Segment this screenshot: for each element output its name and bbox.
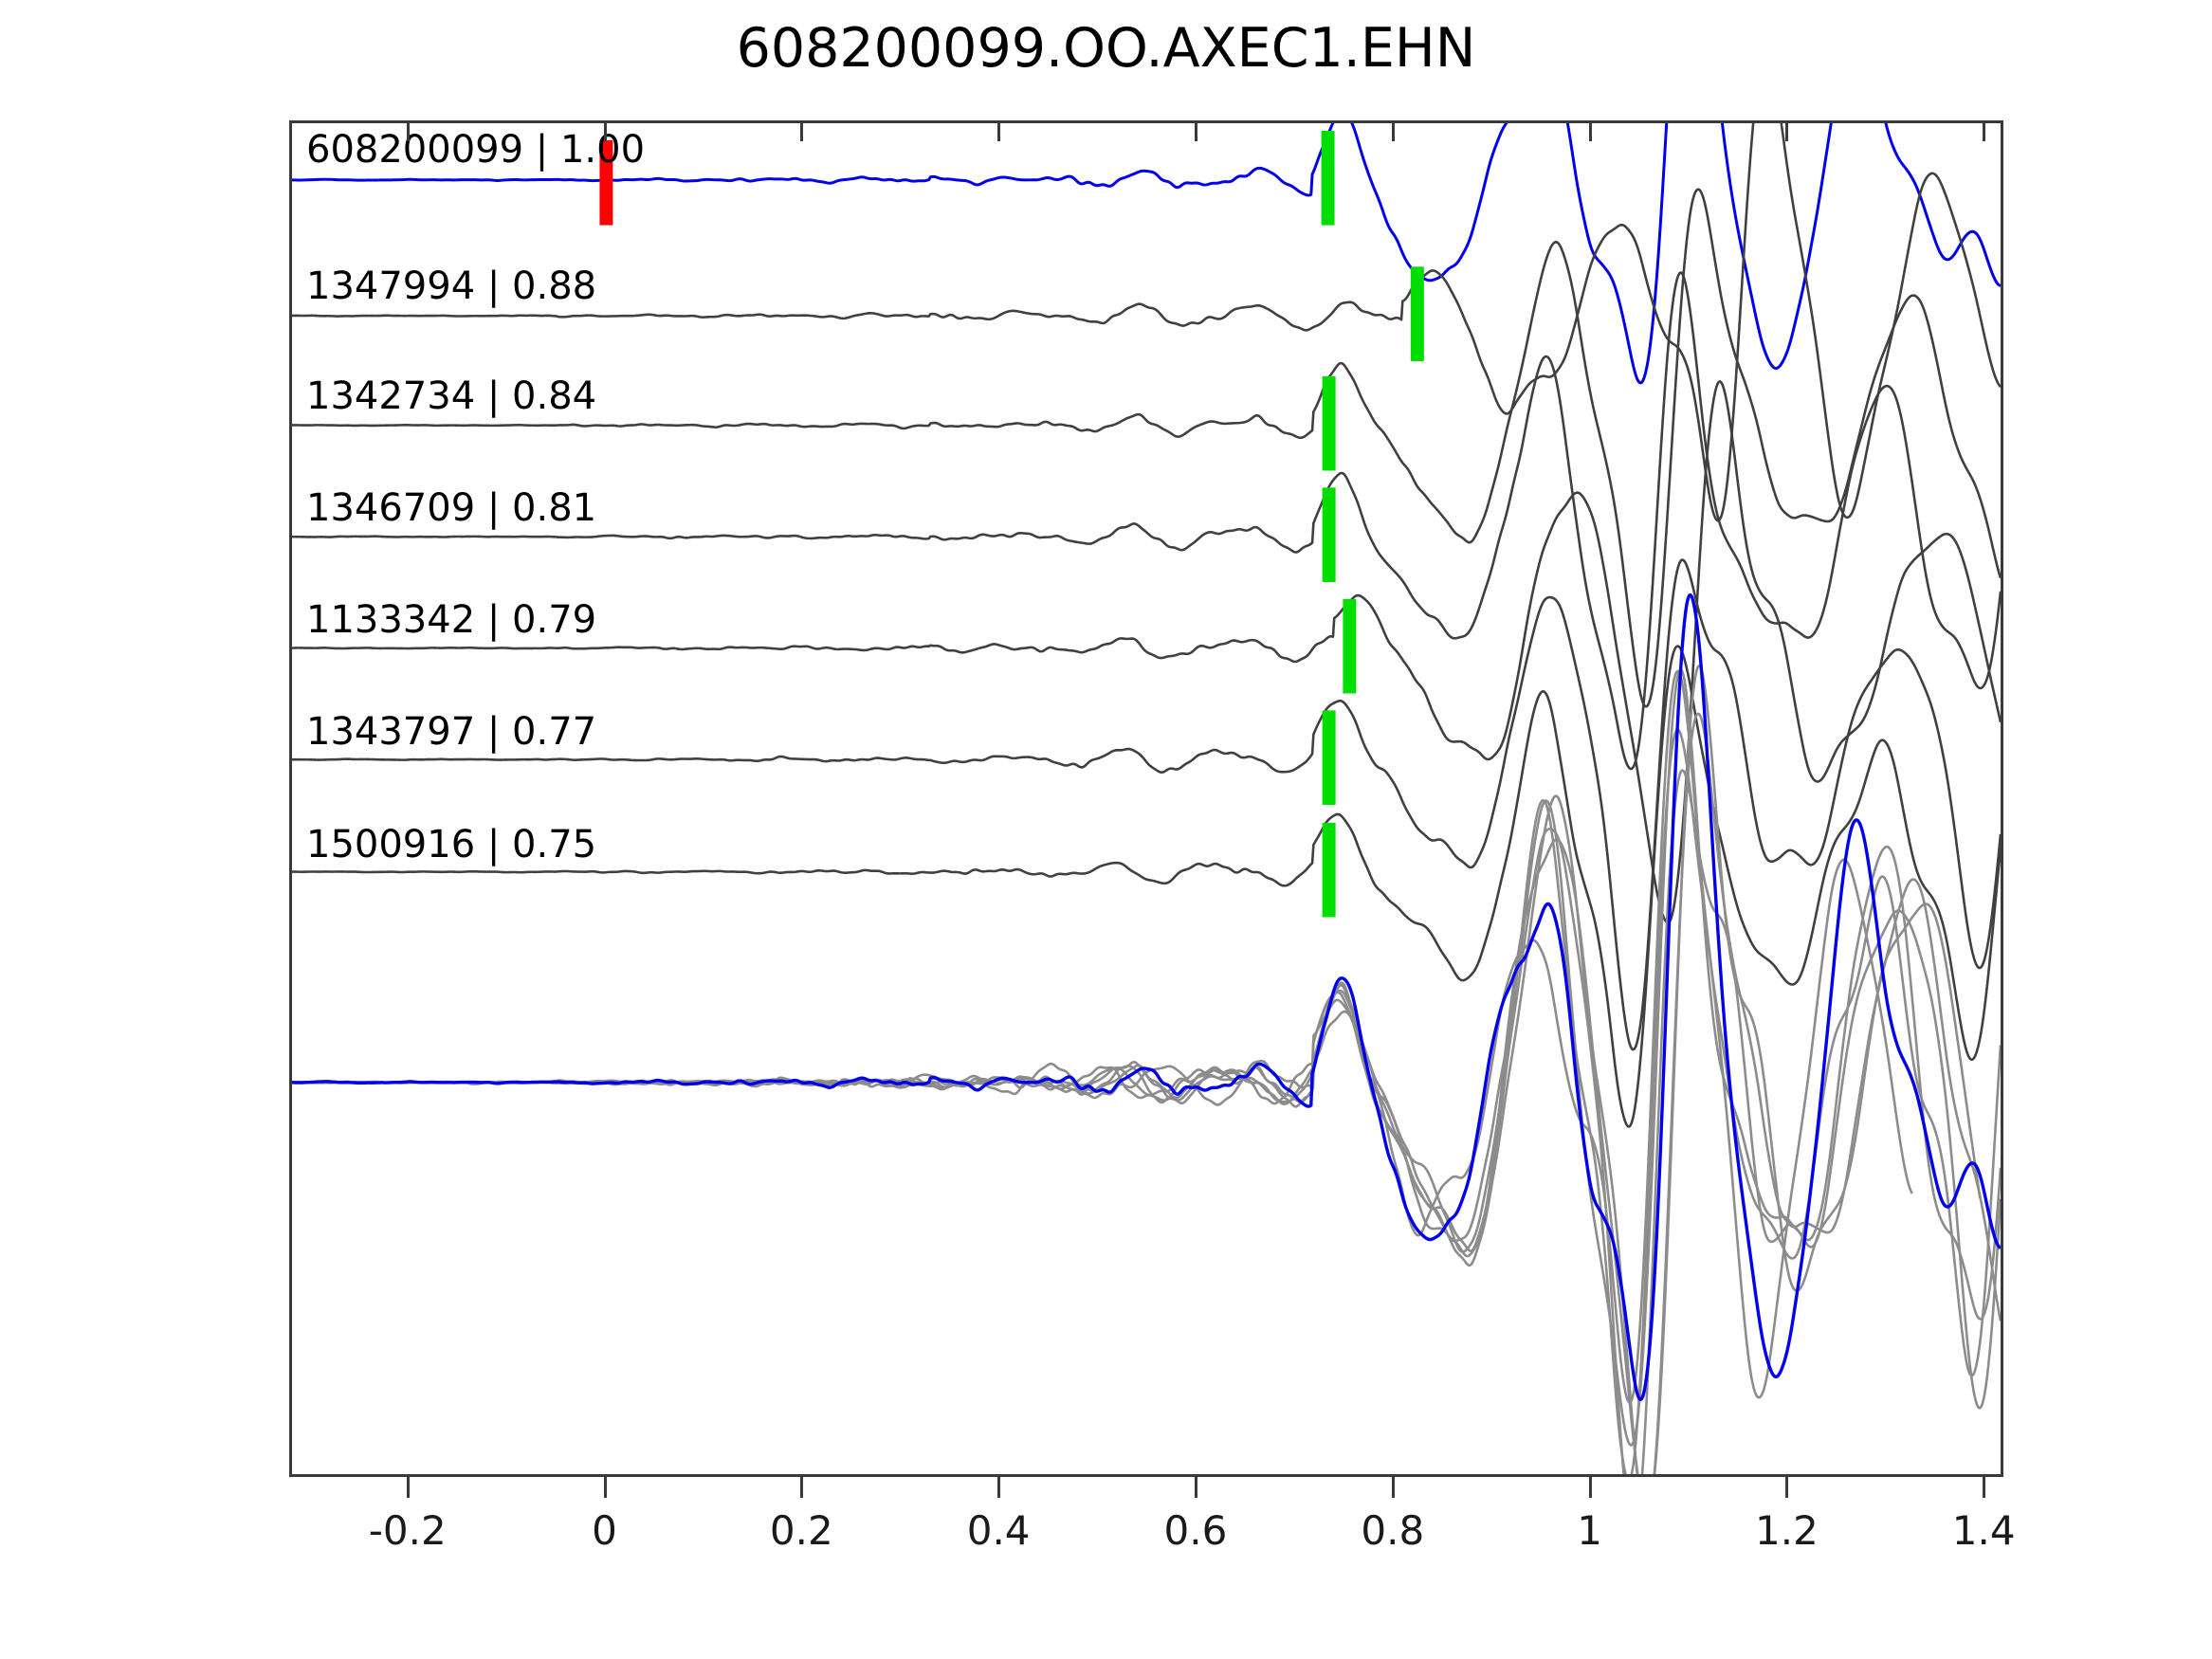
pick-marker-1346709[interactable] [1322,487,1336,582]
trace-label-1500916: 1500916 | 0.75 [306,823,597,866]
trace-line-1133342 [292,380,2001,924]
figure-title: 608200099.OO.AXEC1.EHN [736,17,1476,80]
x-tick-mark-top-4 [1194,120,1197,141]
stack-template-line [292,592,2001,1402]
trace-line-1343797 [292,558,2001,1051]
pick-marker-608200099[interactable] [1321,130,1335,226]
trace-label-608200099: 608200099 | 1.00 [306,128,646,172]
x-tick-mark-top-2 [800,120,804,141]
x-tick-mark-top-7 [1785,120,1789,141]
stack-overlay [292,592,2001,1474]
trace-1342734[interactable] [292,188,2001,708]
origin-marker-608200099[interactable] [599,139,613,226]
trace-1346709[interactable] [292,271,2001,771]
pick-marker-1133342[interactable] [1343,598,1357,694]
trace-line-608200099 [292,123,2001,385]
x-tick-mark-0 [406,1477,410,1498]
trace-1343797[interactable] [292,558,2001,1051]
x-tick-mark-4 [1194,1477,1197,1498]
trace-label-1346709: 1346709 | 0.81 [306,486,597,530]
trace-1133342[interactable] [292,380,2001,924]
x-tick-label-7: 1.2 [1754,1507,1819,1554]
x-tick-mark-top-5 [1391,120,1395,141]
trace-608200099[interactable] [292,123,2001,385]
x-tick-label-1: 0 [592,1507,617,1554]
pick-marker-1342734[interactable] [1322,375,1336,471]
plot-area [289,120,2003,1477]
x-tick-mark-1 [603,1477,607,1498]
x-tick-mark-2 [800,1477,804,1498]
trace-line-1347994 [292,123,2001,522]
x-tick-label-5: 0.8 [1361,1507,1425,1554]
x-tick-mark-5 [1391,1477,1395,1498]
stack-trace-1343797 [292,769,2001,1474]
waveform-canvas [292,123,2001,1474]
x-tick-mark-6 [1588,1477,1592,1498]
x-tick-mark-top-8 [1983,120,1986,141]
x-tick-label-8: 1.4 [1951,1507,2016,1554]
pick-marker-1500916[interactable] [1322,822,1336,918]
x-tick-label-2: 0.2 [769,1507,833,1554]
trace-label-1347994: 1347994 | 0.88 [306,264,597,308]
x-tick-mark-top-1 [603,120,607,141]
x-tick-mark-7 [1785,1477,1789,1498]
x-tick-mark-top-6 [1588,120,1592,141]
pick-marker-1343797[interactable] [1322,710,1336,805]
trace-line-1346709 [292,271,2001,771]
x-tick-label-4: 0.6 [1163,1507,1228,1554]
pick-marker-1347994[interactable] [1410,266,1424,361]
x-tick-mark-top-0 [406,120,410,141]
trace-label-1342734: 1342734 | 0.84 [306,374,597,418]
trace-1347994[interactable] [292,123,2001,522]
x-tick-label-3: 0.4 [966,1507,1031,1554]
x-tick-label-6: 1 [1577,1507,1602,1554]
x-tick-mark-top-3 [997,120,1001,141]
x-tick-mark-3 [997,1477,1001,1498]
x-tick-mark-8 [1983,1477,1986,1498]
trace-line-1342734 [292,188,2001,708]
trace-label-1133342: 1133342 | 0.79 [306,598,597,642]
trace-label-1343797: 1343797 | 0.77 [306,710,597,754]
x-tick-label-0: -0.2 [368,1507,447,1554]
